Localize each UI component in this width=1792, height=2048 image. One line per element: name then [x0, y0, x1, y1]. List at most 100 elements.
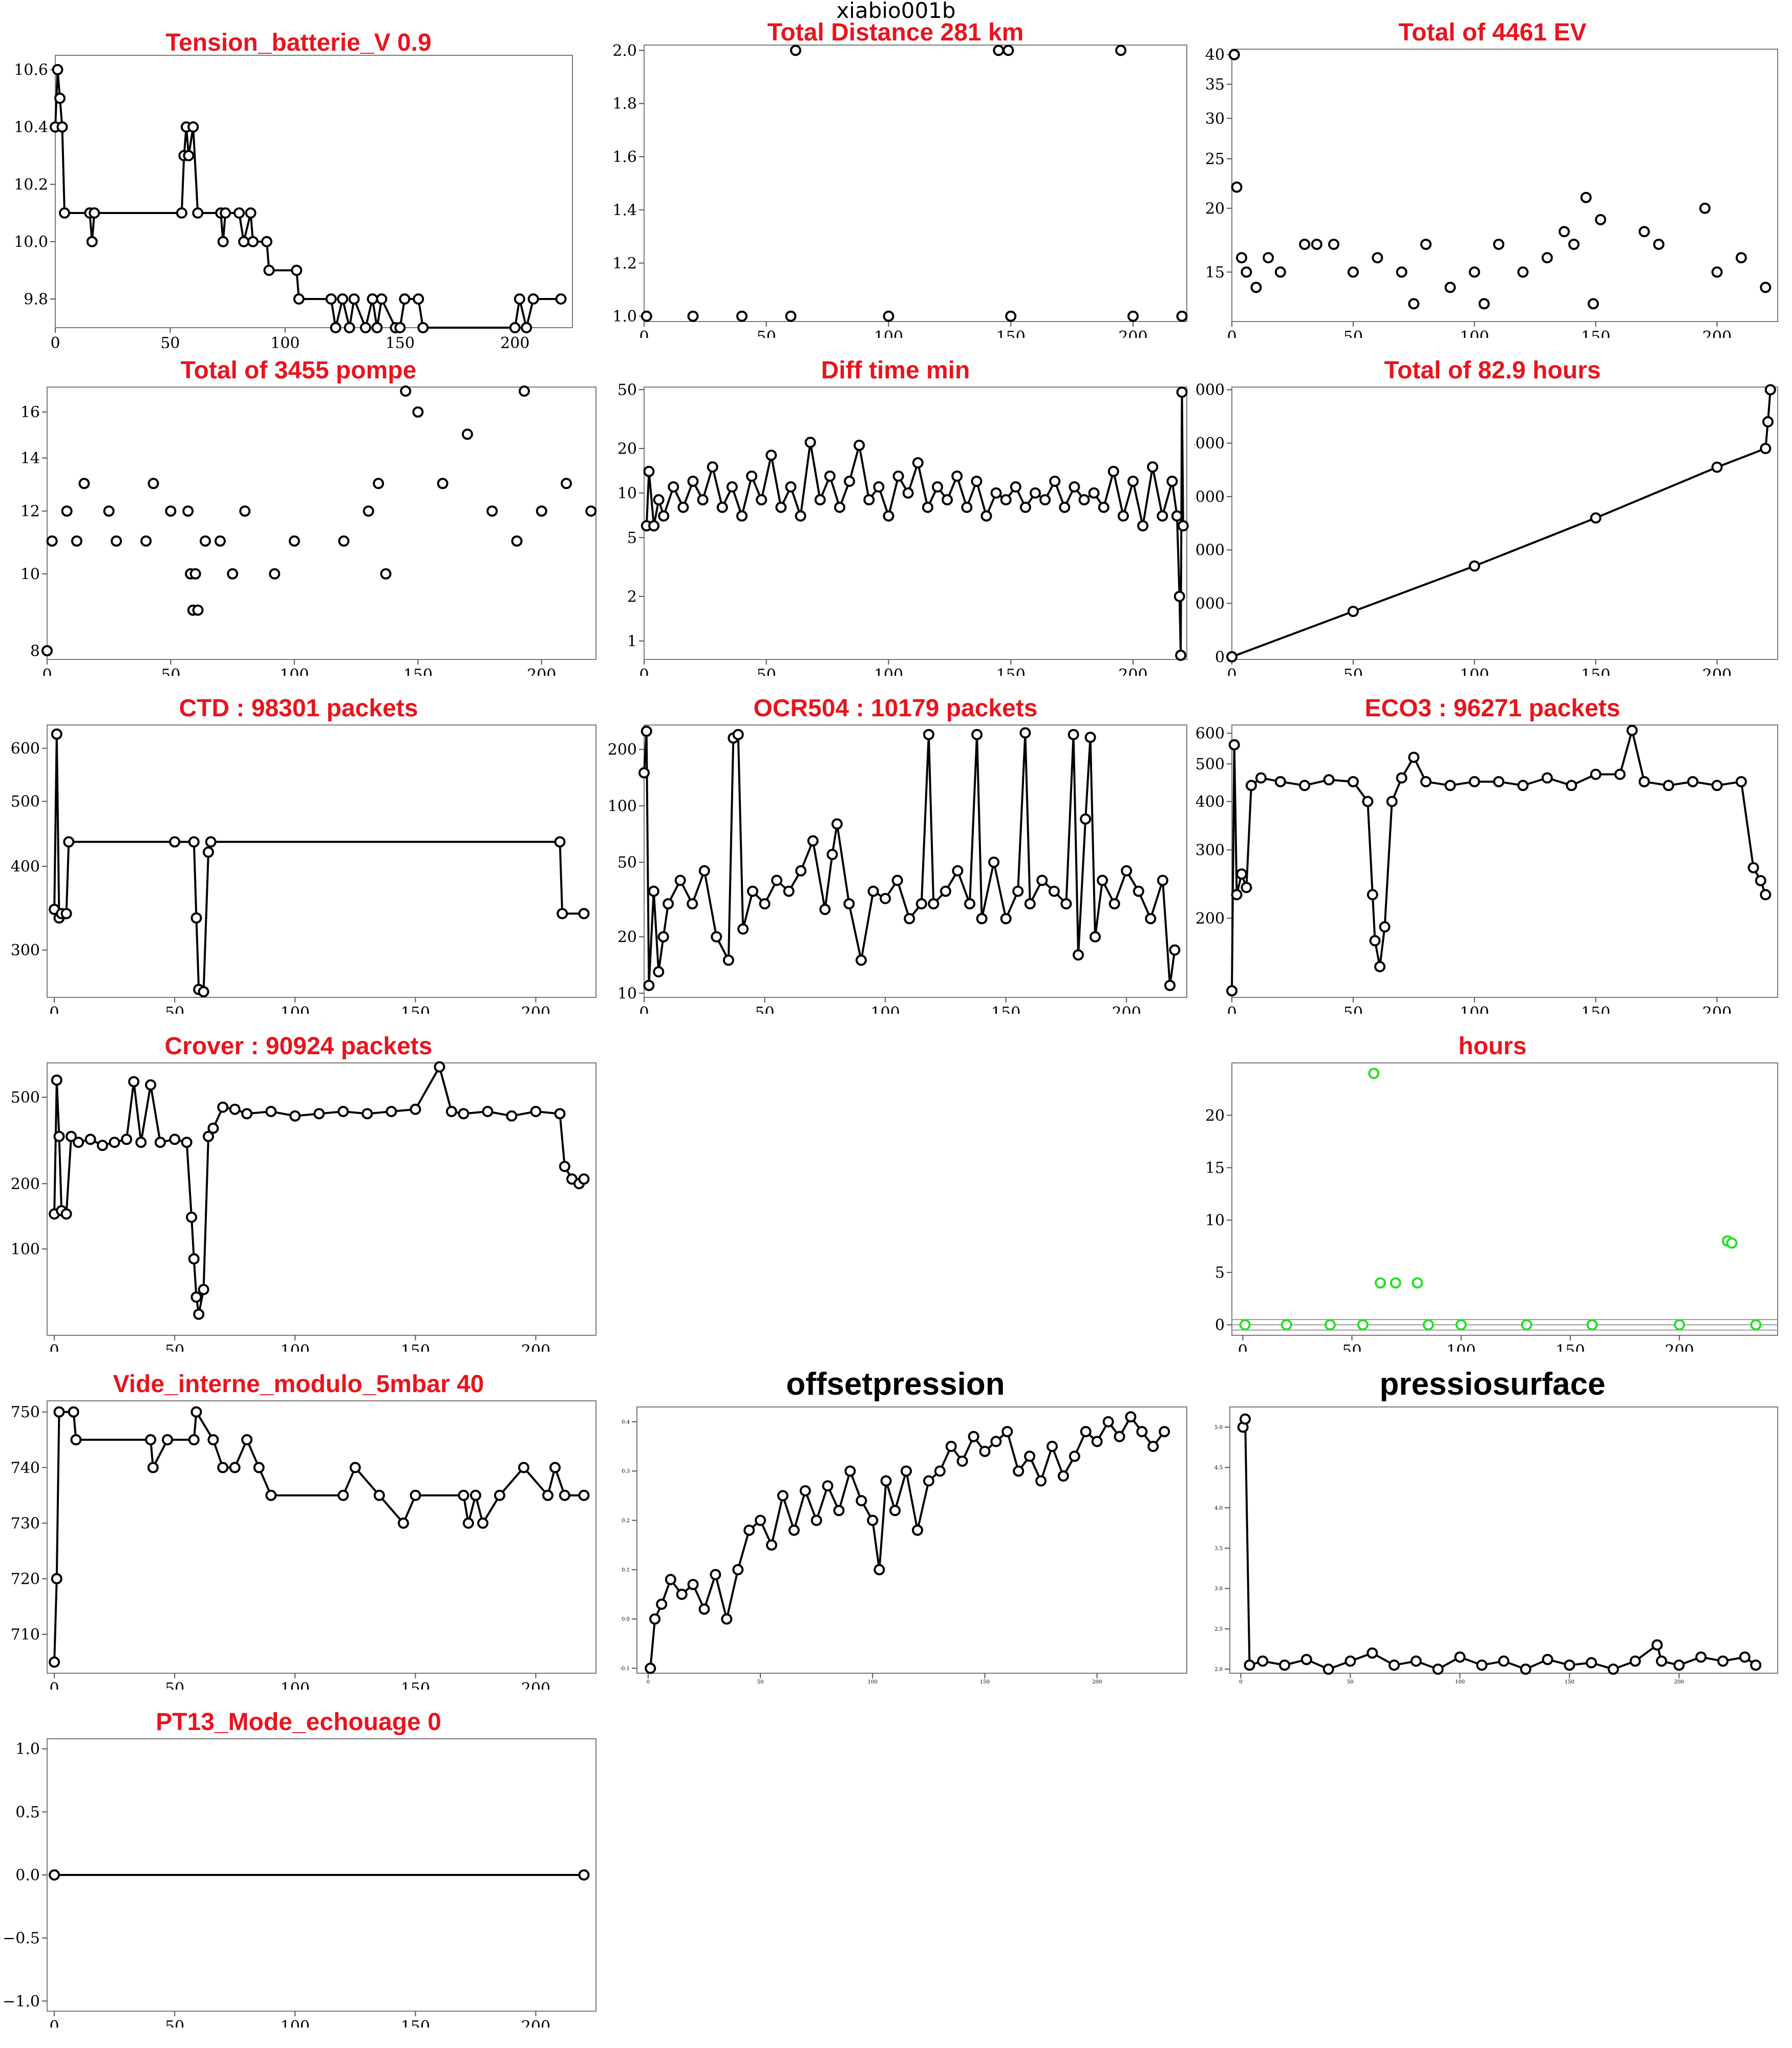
data-point-vide: [494, 1489, 505, 1501]
data-point-ocr504: [732, 729, 744, 740]
y-tick-label-crover: 500: [11, 1089, 40, 1107]
data-point-ev: [1396, 266, 1407, 278]
chart-panel-hours-daily: hours 0 50 100 150 200 0 5 10 15 20: [1194, 1014, 1791, 1352]
data-point-pompe: [519, 385, 530, 397]
data-point-hours_daily: [1586, 1319, 1598, 1331]
data-point-eco3: [1396, 772, 1407, 784]
data-point-pressiosurface: [1279, 1659, 1290, 1671]
data-point-offsetpression: [833, 1505, 845, 1517]
data-point-tension: [291, 265, 303, 276]
data-point-eco3: [1386, 796, 1398, 807]
data-point-crover: [181, 1137, 193, 1148]
data-point-tension: [220, 207, 231, 219]
data-point-tension: [183, 150, 195, 161]
y-tick-label-offsetpression: 0.1: [622, 1567, 630, 1573]
series-line-pressiosurface: [1242, 1419, 1757, 1671]
x-tick-label-ev: 150: [1581, 328, 1610, 338]
data-point-offsetpression: [822, 1480, 834, 1492]
y-tick-label-difftime: 1: [627, 632, 637, 650]
data-point-crover: [73, 1137, 84, 1148]
data-point-ocr504: [1000, 913, 1012, 925]
y-tick-label-ev: 30: [1205, 110, 1225, 128]
data-point-ev: [1299, 239, 1311, 250]
data-point-pressiosurface: [1750, 1659, 1762, 1671]
data-point-ev: [1228, 49, 1240, 60]
x-tick-label-ev: 200: [1702, 328, 1732, 338]
data-point-difftime: [1069, 481, 1080, 493]
data-point-eco3: [1236, 868, 1247, 880]
y-tick-label-pressiosurface: 4.5: [1214, 1465, 1223, 1471]
x-tick-label-ctd: 200: [521, 1004, 550, 1014]
data-point-pompe: [437, 478, 449, 489]
data-point-distance: [993, 45, 1005, 56]
data-point-ocr504: [826, 848, 838, 860]
data-point-offsetpression: [889, 1505, 901, 1517]
data-point-difftime: [697, 494, 709, 506]
data-point-tension: [413, 293, 424, 305]
data-point-tension: [514, 293, 525, 305]
x-tick-label-hours_total: 150: [1581, 666, 1610, 676]
x-tick-label-ocr504: 200: [1112, 1004, 1141, 1014]
data-point-vide: [349, 1462, 361, 1474]
data-point-ocr504: [657, 931, 669, 943]
data-point-vide: [477, 1517, 488, 1529]
y-tick-label-hours_daily: 10: [1205, 1211, 1225, 1229]
y-tick-label-ev: 20: [1205, 200, 1225, 218]
data-point-ocr504: [1108, 898, 1120, 910]
y-tick-label-hours_daily: 20: [1205, 1107, 1225, 1125]
data-point-hours_daily: [1422, 1319, 1434, 1331]
page-title: xiabio001b: [836, 0, 956, 23]
data-point-pressiosurface: [1739, 1651, 1751, 1663]
data-point-pompe: [511, 535, 523, 547]
data-point-tension: [245, 207, 257, 219]
data-point-crover: [506, 1110, 518, 1122]
x-tick-label-crover: 100: [281, 1342, 310, 1352]
data-point-hours_daily: [1455, 1319, 1467, 1331]
y-tick-label-distance: 1.0: [612, 308, 637, 326]
data-point-difftime: [971, 476, 983, 487]
data-point-pressiosurface: [1717, 1655, 1729, 1667]
x-tick-label-difftime: 150: [996, 666, 1026, 676]
data-point-pompe: [165, 505, 177, 517]
plot-frame-hours_total: [1231, 387, 1778, 660]
data-point-difftime: [1078, 494, 1090, 506]
x-tick-label-difftime: 100: [874, 666, 903, 676]
data-point-vide: [49, 1656, 60, 1668]
data-point-vide: [207, 1434, 219, 1445]
y-tick-label-ocr504: 10: [617, 985, 637, 1002]
data-point-offsetpression: [1114, 1431, 1125, 1442]
x-tick-label-crover: 200: [521, 1342, 550, 1352]
data-point-difftime: [1157, 510, 1168, 522]
data-point-eco3: [1379, 921, 1391, 933]
chart-title-hours-total: Total of 82.9 hours: [1384, 357, 1601, 384]
data-point-ev: [1568, 239, 1580, 250]
data-point-offsetpression: [867, 1514, 879, 1526]
data-point-ocr504: [807, 835, 819, 847]
data-point-ctd: [190, 912, 202, 924]
data-point-ev: [1347, 266, 1359, 278]
data-point-crover: [145, 1079, 157, 1091]
data-point-vide: [217, 1462, 229, 1474]
x-tick-label-ev: 50: [1343, 328, 1363, 338]
data-point-pompe: [200, 535, 211, 547]
data-point-offsetpression: [1035, 1475, 1047, 1487]
data-point-eco3: [1541, 772, 1553, 784]
data-point-difftime: [1107, 465, 1119, 477]
data-point-difftime: [1171, 510, 1183, 522]
data-point-ocr504: [923, 729, 934, 740]
x-tick-label-pt13: 150: [401, 2018, 430, 2028]
data-point-difftime: [814, 494, 826, 506]
y-tick-label-difftime: 5: [627, 529, 637, 547]
data-point-vide: [241, 1434, 253, 1445]
data-point-tension: [54, 93, 66, 104]
chart-title-pt13: PT13_Mode_echouage 0: [156, 1709, 441, 1736]
x-tick-label-tension: 50: [160, 334, 180, 348]
chart-title-crover: Crover : 90924 packets: [164, 1033, 433, 1060]
data-point-pressiosurface: [1300, 1654, 1312, 1666]
data-point-offsetpression: [743, 1524, 755, 1536]
data-point-eco3: [1274, 776, 1286, 787]
data-point-pressiosurface: [1345, 1655, 1356, 1667]
data-point-offsetpression: [856, 1495, 867, 1506]
chart-pompe: 0 50 100 150 200 8 10 12 14 16: [20, 385, 597, 676]
chart-panel-pressiosurface: pressiosurface 0 50 100 150 200 2.0 2.5 3.0 3.5 4…: [1194, 1352, 1791, 1690]
